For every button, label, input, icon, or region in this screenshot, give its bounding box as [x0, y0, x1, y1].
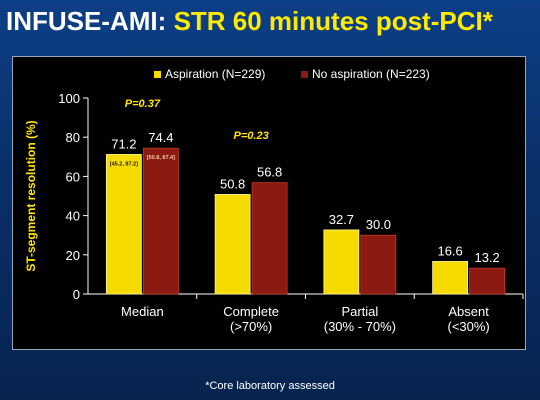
bar-no-aspiration — [251, 182, 288, 295]
bar-no-aspiration — [142, 147, 179, 295]
x-tick-label: Absent — [448, 304, 489, 319]
x-tick-label: (30% - 70%) — [324, 319, 396, 334]
bar-no-aspiration — [360, 234, 397, 295]
bar-value-label: 16.6 — [437, 243, 462, 258]
x-tick-label: (>70%) — [230, 319, 272, 334]
title-study-name: INFUSE-AMI: — [6, 6, 167, 36]
y-tick-label: 0 — [73, 287, 80, 302]
bar-value-label: 32.7 — [329, 212, 354, 227]
legend-no-aspiration-swatch — [301, 71, 308, 78]
bar-value-label: 50.8 — [220, 176, 245, 191]
x-tick-label: (<30%) — [447, 319, 489, 334]
confidence-interval-label: [50.8, 87.4] — [147, 155, 175, 161]
p-value-annotation: P=0.37 — [125, 98, 161, 110]
y-axis-label: ST-segment resolution (%) — [24, 120, 38, 271]
bar-aspiration — [323, 229, 360, 295]
y-tick-label: 20 — [66, 248, 80, 263]
y-tick-label: 40 — [66, 209, 80, 224]
bar-chart: ST-segment resolution (%) 0 20 40 60 80 100 71.… — [24, 67, 524, 334]
bar-aspiration — [432, 261, 469, 295]
bar-value-label: 56.8 — [257, 165, 282, 180]
bar-value-label: 30.0 — [366, 217, 391, 232]
footnote: *Core laboratory assessed — [205, 380, 335, 392]
bar-value-label: 74.4 — [148, 130, 173, 145]
legend-no-aspiration-label: No aspiration (N=223) — [312, 67, 430, 81]
y-tick-label: 60 — [66, 169, 80, 184]
slide-title: INFUSE-AMI: STR 60 minutes post-PCI* — [6, 2, 536, 40]
bar-aspiration — [105, 154, 142, 295]
p-value-annotation: P=0.23 — [234, 130, 269, 142]
bar-value-label: 13.2 — [474, 250, 499, 265]
bar-aspiration — [214, 194, 251, 295]
y-tick-label: 100 — [58, 91, 80, 106]
confidence-interval-label: [45.2, 87.2] — [110, 161, 138, 167]
bar-no-aspiration — [469, 267, 506, 295]
x-tick-label: Median — [121, 304, 164, 319]
x-tick-label: Partial — [341, 304, 378, 319]
bar-value-label: 71.2 — [111, 136, 136, 151]
title-topic: STR 60 minutes post-PCI* — [173, 6, 493, 36]
y-tick-label: 80 — [66, 130, 80, 145]
chart-panel: ST-segment resolution (%) 0 20 40 60 80 100 71.… — [12, 56, 526, 350]
x-tick-label: Complete — [223, 304, 279, 319]
legend-aspiration-label: Aspiration (N=229) — [165, 67, 265, 81]
legend-aspiration-swatch — [154, 71, 161, 78]
